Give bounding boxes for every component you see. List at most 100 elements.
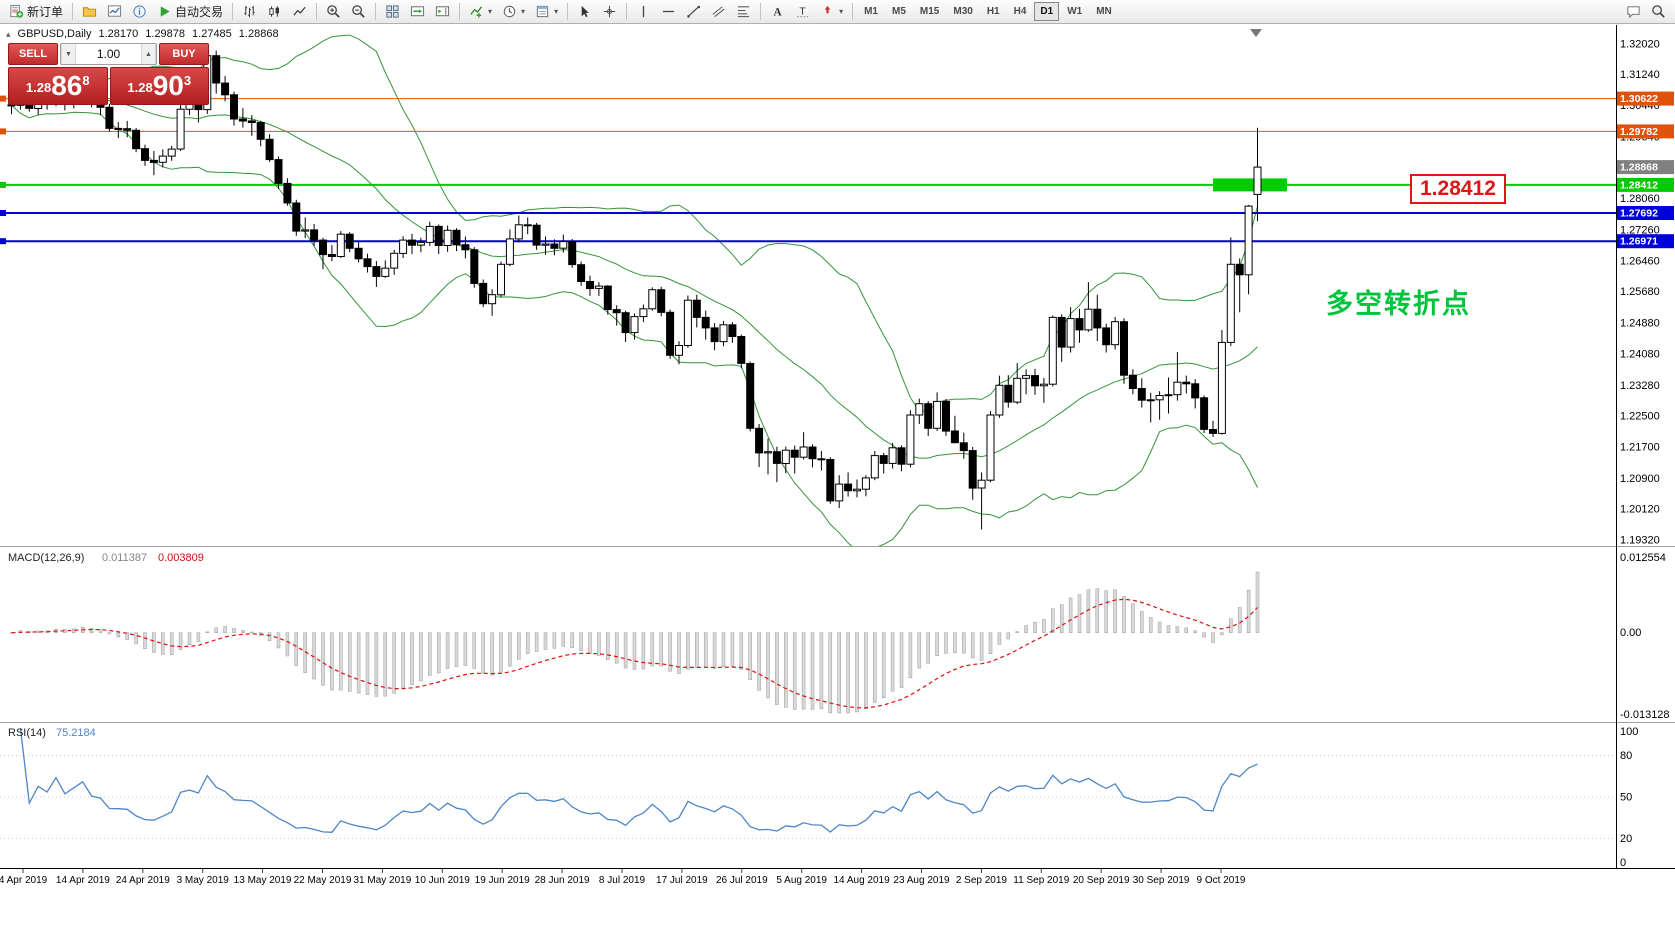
x-axis-label: 28 Jun 2019 (535, 875, 590, 886)
volume-box: ▼ 1.00 ▲ (60, 43, 157, 65)
candlestick-chart-button[interactable] (263, 1, 286, 22)
toolbar-separator (567, 3, 569, 20)
macd-axis-tick: 0.00 (1620, 627, 1641, 639)
price-callout-label[interactable]: 1.28412 (1410, 174, 1506, 204)
macd-label: MACD(12,26,9) (8, 552, 84, 564)
line-left-marker (0, 181, 6, 188)
timeframe-d1-button[interactable]: D1 (1034, 2, 1060, 21)
timeframe-h1-button[interactable]: H1 (981, 2, 1006, 21)
chart-shift-button[interactable] (431, 1, 454, 22)
autotrading-button[interactable]: 自动交易 (153, 1, 227, 22)
y-axis-tick: 1.24880 (1620, 317, 1660, 329)
sell-price-display[interactable]: 1.28 86 8 (8, 67, 108, 105)
buy-price-display[interactable]: 1.28 90 3 (109, 67, 209, 105)
toolbar-separator (375, 3, 377, 20)
line-chart-icon (292, 4, 307, 19)
price-badge-label: 1.26971 (1620, 236, 1658, 248)
market-watch-icon (107, 4, 122, 19)
tile-icon (385, 4, 400, 19)
rsi-value: 75.2184 (56, 727, 96, 739)
line-chart-button[interactable] (288, 1, 311, 22)
macd-axis-tick: -0.013128 (1620, 709, 1670, 721)
templates-button[interactable]: ▾ (531, 1, 562, 22)
autotrading-label: 自动交易 (175, 5, 224, 19)
timeframe-m30-button[interactable]: M30 (947, 2, 978, 21)
one-click-collapse-arrow-icon[interactable]: ▴ (6, 28, 11, 39)
x-axis-label: 9 Oct 2019 (1197, 875, 1246, 886)
text-button[interactable]: A (766, 1, 789, 22)
data-window-button[interactable] (128, 1, 151, 22)
buy-price-big: 90 (152, 70, 184, 101)
bar-chart-button[interactable] (238, 1, 261, 22)
text-label-button[interactable]: T (791, 1, 814, 22)
volume-value[interactable]: 1.00 (96, 47, 121, 61)
timeframe-m5-button[interactable]: M5 (886, 2, 912, 21)
sell-price-pip: 8 (82, 73, 90, 88)
indicators-icon (469, 4, 484, 19)
arrow-objects-button[interactable]: ▾ (816, 1, 847, 22)
x-axis-label: 13 May 2019 (234, 875, 292, 886)
price-axis[interactable]: 1.320201.312401.304401.296401.288601.280… (1617, 39, 1674, 547)
y-axis-tick: 1.28060 (1620, 193, 1660, 205)
tile-windows-button[interactable] (381, 1, 404, 22)
toolbar-separator (232, 3, 234, 20)
volume-increase-button[interactable]: ▲ (141, 44, 156, 64)
price-badge-label: 1.29782 (1620, 126, 1658, 138)
line-left-marker (0, 95, 6, 102)
macd-main-value: 0.011387 (102, 552, 147, 564)
buy-button[interactable]: BUY (159, 43, 209, 65)
toolbar-separator (760, 3, 762, 20)
sell-button[interactable]: SELL (8, 43, 58, 65)
price-badge-1.27692 (1617, 206, 1674, 220)
timeframe-mn-button[interactable]: MN (1090, 2, 1118, 21)
toolbar-separator (459, 3, 461, 20)
auto-scroll-icon (410, 4, 425, 19)
rsi-panel (0, 727, 1616, 839)
crosshair-button[interactable] (598, 1, 621, 22)
macd-signal-value: 0.003809 (158, 552, 204, 564)
profiles-button[interactable] (78, 1, 101, 22)
chart-annotation-text[interactable]: 多空转折点 (1326, 289, 1471, 319)
vertical-line-button[interactable] (632, 1, 655, 22)
chat-button[interactable] (1622, 1, 1645, 22)
zoom-in-button[interactable] (322, 1, 345, 22)
channel-icon (711, 4, 726, 19)
macd-signal-line (11, 598, 1258, 709)
new-order-icon (9, 4, 24, 19)
y-axis-tick: 1.19320 (1620, 534, 1660, 546)
equidistant-channel-button[interactable] (707, 1, 730, 22)
timeframe-h4-button[interactable]: H4 (1008, 2, 1033, 21)
new-order-button[interactable]: 新订单 (5, 1, 67, 22)
x-axis-label: 19 Jun 2019 (475, 875, 530, 886)
data-window-icon (132, 4, 147, 19)
timeframe-w1-button[interactable]: W1 (1061, 2, 1088, 21)
trendline-icon (686, 4, 701, 19)
market-watch-button[interactable] (103, 1, 126, 22)
horizontal-line-button[interactable] (657, 1, 680, 22)
price-badge-1.28868 (1617, 160, 1674, 175)
volume-decrease-button[interactable]: ▼ (61, 44, 76, 64)
search-button[interactable] (1647, 1, 1670, 22)
y-axis-tick: 1.27260 (1620, 224, 1660, 236)
x-axis-label: 30 Sep 2019 (1133, 875, 1190, 886)
time-axis[interactable]: 4 Apr 2019 14 Apr 2019 24 Apr 2019 3 May 20… (0, 869, 1246, 886)
autotrading-icon (157, 4, 172, 19)
bars-icon (242, 4, 257, 19)
zoom-out-button[interactable] (347, 1, 370, 22)
toolbar-separator (316, 3, 318, 20)
line-left-marker (0, 128, 6, 135)
auto-scroll-button[interactable] (406, 1, 429, 22)
timeframe-m1-button[interactable]: M1 (858, 2, 884, 21)
indicators-button[interactable]: ▾ (465, 1, 496, 22)
label-icon: T (795, 4, 810, 19)
rsi-axis-tick: 80 (1620, 750, 1632, 762)
fibonacci-retracement-button[interactable] (732, 1, 755, 22)
timeframe-m15-button[interactable]: M15 (914, 2, 945, 21)
periods-button[interactable]: ▾ (498, 1, 529, 22)
x-axis-label: 22 May 2019 (294, 875, 352, 886)
ohlc-high: 1.29878 (145, 28, 186, 40)
trendline-button[interactable] (682, 1, 705, 22)
x-axis-label: 5 Aug 2019 (776, 875, 827, 886)
cursor-button[interactable] (573, 1, 596, 22)
zoom-out-icon (351, 4, 366, 19)
